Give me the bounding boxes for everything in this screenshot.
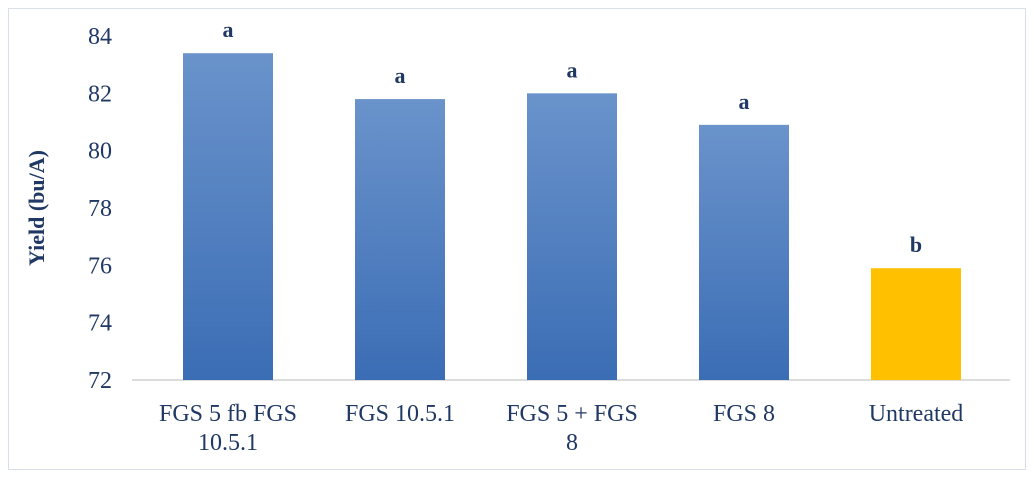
y-tick-label: 78 bbox=[88, 196, 112, 222]
y-axis-title: Yield (bu/A) bbox=[24, 150, 49, 266]
bar bbox=[355, 99, 445, 381]
x-category-label: FGS 8 bbox=[713, 401, 775, 427]
y-tick-label: 76 bbox=[88, 253, 112, 279]
x-category-label-line: Untreated bbox=[869, 401, 964, 427]
x-category-label-line: FGS 8 bbox=[713, 401, 775, 427]
chart-frame bbox=[8, 8, 1026, 470]
y-tick-label: 80 bbox=[88, 139, 112, 165]
data-label: a bbox=[223, 17, 234, 42]
bar bbox=[699, 124, 789, 380]
x-category-label: Untreated bbox=[869, 401, 964, 427]
bar bbox=[527, 93, 617, 380]
category-labels: FGS 5 fb FGS 10.5.1 FGS 10.5.1 FGS 5 + FGS 8… bbox=[159, 401, 963, 456]
x-category-label-line: FGS 10.5.1 bbox=[345, 401, 455, 427]
y-axis-ticks: 72 74 76 78 80 82 84 bbox=[88, 24, 112, 394]
bars bbox=[183, 53, 961, 381]
y-tick-label: 84 bbox=[88, 24, 112, 50]
bar bbox=[183, 53, 273, 380]
x-category-label: FGS 5 + FGS 8 bbox=[506, 401, 638, 456]
data-label: a bbox=[567, 57, 578, 82]
x-category-label-line: FGS 5 fb FGS bbox=[159, 401, 297, 427]
x-category-label-line: 8 bbox=[566, 430, 578, 456]
x-category-label-line: 10.5.1 bbox=[198, 430, 258, 456]
y-axis-title-group: Yield (bu/A) bbox=[24, 150, 49, 266]
data-label: a bbox=[395, 63, 406, 88]
data-label: b bbox=[910, 232, 922, 257]
y-tick-label: 72 bbox=[88, 368, 112, 394]
x-category-label-line: FGS 5 + FGS bbox=[506, 401, 638, 427]
bar bbox=[871, 268, 961, 380]
x-category-label: FGS 10.5.1 bbox=[345, 401, 455, 427]
x-category-label: FGS 5 fb FGS 10.5.1 bbox=[159, 401, 297, 456]
y-tick-label: 74 bbox=[88, 311, 112, 337]
data-labels: a a a a b bbox=[223, 17, 923, 257]
y-tick-label: 82 bbox=[88, 81, 112, 107]
data-label: a bbox=[739, 89, 750, 114]
